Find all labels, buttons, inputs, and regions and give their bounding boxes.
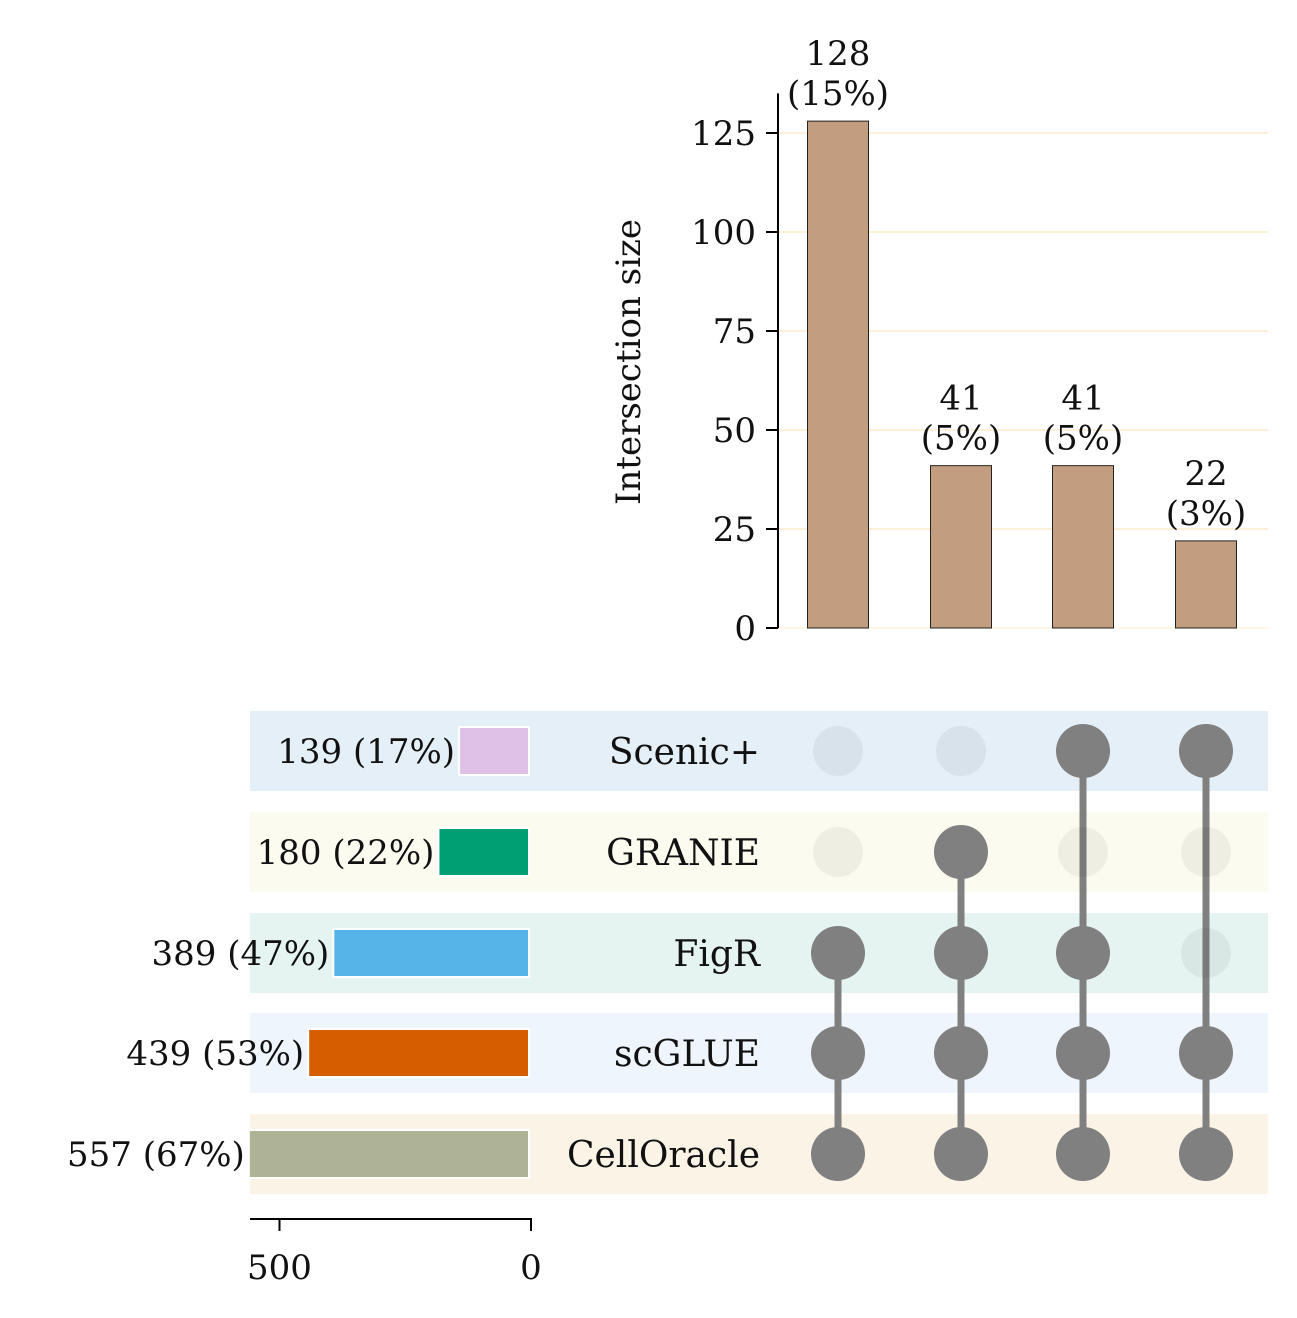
- intersection-bar: [1175, 540, 1237, 629]
- set-size-tick-label: 0: [520, 1248, 542, 1288]
- intersection-bar-label: 22 (3%): [1166, 454, 1246, 534]
- set-size-label: 439 (53%): [126, 1034, 304, 1074]
- member-dot: [934, 926, 988, 980]
- y-axis-label-group: Intersection size: [609, 219, 649, 505]
- intersection-bar: [930, 465, 992, 629]
- empty-dot: [936, 726, 986, 776]
- membership-matrix: [811, 724, 1233, 1181]
- set-name-label: GRANIE: [606, 833, 760, 874]
- set-size-label: 139 (17%): [277, 732, 455, 772]
- member-dot: [1056, 926, 1110, 980]
- member-dot: [934, 825, 988, 879]
- set-size-label: 180 (22%): [257, 833, 435, 873]
- empty-dot: [1181, 827, 1231, 877]
- member-dot: [1056, 1127, 1110, 1181]
- intersection-bar-label: 128 (15%): [787, 34, 889, 114]
- intersection-bar-label: 41 (5%): [1043, 379, 1123, 459]
- intersection-bar-label: 41 (5%): [921, 379, 1001, 459]
- empty-dot: [1181, 928, 1231, 978]
- intersection-bar: [1052, 465, 1114, 629]
- empty-dot: [813, 726, 863, 776]
- member-dot: [1056, 1026, 1110, 1080]
- empty-dot: [813, 827, 863, 877]
- y-tick-label: 25: [713, 510, 756, 550]
- y-tick-label: 50: [713, 411, 756, 451]
- set-size-bar: [458, 726, 531, 776]
- y-axis-label: Intersection size: [609, 219, 649, 505]
- set-size-bar: [307, 1028, 531, 1078]
- member-dot: [934, 1026, 988, 1080]
- intersection-bars: 128 (15%) 41 (5%) 41 (5%) 22 (3%): [787, 34, 1246, 629]
- member-dot: [811, 1127, 865, 1181]
- set-name-label: Scenic+: [609, 732, 760, 773]
- set-name-label: scGLUE: [614, 1034, 760, 1075]
- set-name-label: CellOracle: [567, 1135, 760, 1176]
- set-size-label: 557 (67%): [67, 1135, 245, 1175]
- set-size-label: 389 (47%): [152, 934, 330, 974]
- empty-dot: [1058, 827, 1108, 877]
- set-size-bar: [332, 928, 531, 978]
- y-axis: 0 25 50 75 100 125: [691, 93, 779, 649]
- intersection-bar: [807, 120, 869, 629]
- set-size-bar: [247, 1129, 530, 1179]
- member-dot: [811, 926, 865, 980]
- member-dot: [1179, 1026, 1233, 1080]
- set-size-axis: 500 0: [247, 1218, 542, 1288]
- member-dot: [811, 1026, 865, 1080]
- member-dot: [1179, 724, 1233, 778]
- member-dot: [934, 1127, 988, 1181]
- y-tick-label: 125: [691, 114, 756, 154]
- set-size-tick-label: 500: [247, 1248, 312, 1288]
- y-tick-label: 0: [734, 609, 756, 649]
- set-size-bar: [437, 827, 530, 877]
- member-dot: [1056, 724, 1110, 778]
- y-tick-label: 75: [713, 312, 756, 352]
- set-size-bars: Scenic+ 139 (17%) GRANIE 180 (22%) FigR 389 (…: [67, 726, 761, 1179]
- set-row-background: [250, 812, 1268, 892]
- set-name-label: FigR: [673, 934, 761, 975]
- member-dot: [1179, 1127, 1233, 1181]
- y-tick-label: 100: [691, 213, 756, 253]
